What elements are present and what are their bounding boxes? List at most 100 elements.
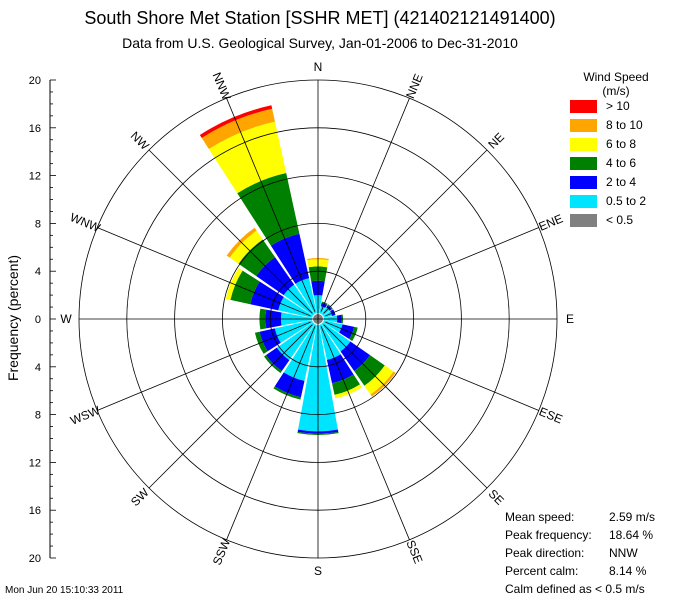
legend-swatch [570, 119, 597, 132]
direction-label-sse: SSE [403, 538, 425, 566]
petal-segment [326, 354, 354, 384]
radial-tick-label: 0 [35, 314, 41, 326]
direction-label-w: W [60, 312, 72, 326]
direction-label-ssw: SSW [210, 536, 234, 567]
direction-label-nne: NNE [403, 72, 426, 101]
legend-label: 4 to 6 [606, 156, 637, 170]
direction-label-sw: SW [128, 485, 152, 509]
legend-swatch [570, 157, 597, 170]
petal-segment [332, 374, 360, 395]
petal-segment [230, 270, 260, 305]
stat-value: 8.14 % [609, 564, 647, 578]
radial-tick-label: 8 [35, 410, 41, 422]
legend-label: 6 to 8 [606, 137, 637, 151]
legend-item: > 10 [566, 98, 666, 117]
petal-segment [283, 324, 317, 381]
legend-units: (m/s) [602, 84, 630, 98]
petal-segment [208, 121, 287, 194]
direction-label-ese: ESE [537, 404, 565, 426]
legend-item: 2 to 4 [566, 174, 666, 193]
spokes-group [79, 80, 557, 558]
legend-item: 6 to 8 [566, 136, 666, 155]
radial-tick-label: 4 [35, 362, 41, 374]
legend-swatch [570, 176, 597, 189]
direction-label-ne: NE [485, 130, 507, 152]
spoke [148, 324, 313, 489]
stat-label: Peak frequency: [505, 528, 592, 542]
radial-tick-label: 12 [29, 457, 41, 469]
spoke [97, 321, 311, 411]
legend-swatch [570, 195, 597, 208]
radial-tick-label: 20 [29, 553, 41, 565]
radial-tick-label: 12 [29, 171, 41, 183]
petal-segment [250, 281, 284, 311]
direction-label-se: SE [486, 487, 507, 508]
legend-items: > 10 8 to 10 6 to 8 4 to 6 2 to 4 0.5 to 2 < 0… [566, 98, 666, 231]
legend-label: 2 to 4 [606, 175, 637, 189]
stat-calm-definition: Calm defined as < 0.5 m/s [505, 582, 675, 600]
legend-label: 8 to 10 [606, 118, 643, 132]
spoke [97, 227, 311, 317]
stat-mean-speed: Mean speed: 2.59 m/s [505, 510, 675, 528]
legend-label: 0.5 to 2 [606, 194, 647, 208]
stat-peak-direction: Peak direction: NNW [505, 546, 675, 564]
spoke [320, 326, 410, 540]
spoke [323, 149, 488, 314]
legend-label: < 0.5 [606, 213, 634, 227]
legend-swatch [570, 100, 597, 113]
petal-sse [319, 324, 362, 399]
direction-label-e: E [566, 312, 574, 326]
petal-segment [199, 105, 273, 138]
stat-peak-frequency: Peak frequency: 18.64 % [505, 528, 675, 546]
petal-segment [339, 324, 355, 340]
spoke [323, 324, 488, 489]
calm-definition: Calm defined as < 0.5 m/s [505, 582, 645, 596]
petal-segment [274, 372, 305, 398]
radial-tick-label: 8 [35, 218, 41, 230]
legend-item: 8 to 10 [566, 117, 666, 136]
stat-percent-calm: Percent calm: 8.14 % [505, 564, 675, 582]
spoke [148, 149, 313, 314]
radial-tick-label: 16 [29, 123, 41, 135]
stat-value: NNW [609, 546, 638, 560]
petal-segment [297, 431, 339, 435]
timestamp: Mon Jun 20 15:10:33 2011 [5, 585, 124, 596]
radial-tick-label: 4 [35, 266, 41, 278]
spoke [320, 98, 410, 312]
legend-label: > 10 [606, 99, 630, 113]
stat-label: Percent calm: [505, 564, 579, 578]
radial-axis: 20 16 12 8 4 0 4 8 12 16 20 [29, 75, 56, 565]
stat-value: 2.59 m/s [609, 510, 656, 524]
direction-label-ene: ENE [537, 211, 565, 233]
petal-segment [295, 278, 317, 314]
legend-item: 0.5 to 2 [566, 193, 666, 212]
legend-title: Wind Speed [583, 70, 649, 84]
petal-segment [259, 328, 281, 352]
radial-tick-label: 20 [29, 75, 41, 87]
chart-title: South Shore Met Station [SSHR MET] (4214… [84, 8, 556, 28]
petal-segment [274, 320, 313, 343]
legend-item: 4 to 6 [566, 155, 666, 174]
petal-segment [278, 297, 313, 318]
spoke [226, 98, 316, 312]
direction-label-n: N [314, 60, 323, 74]
radial-tick-label: 16 [29, 505, 41, 517]
direction-label-wnw: WNW [68, 210, 103, 235]
petal-segment [319, 306, 326, 314]
spoke [325, 321, 539, 411]
chart-subtitle: Data from U.S. Geological Survey, Jan-01… [122, 35, 518, 51]
spoke [226, 326, 316, 540]
direction-label-nnw: NNW [210, 70, 234, 102]
summary-stats: Mean speed: 2.59 m/s Peak frequency: 18.… [505, 510, 675, 600]
direction-label-s: S [314, 564, 322, 578]
spoke [325, 227, 539, 317]
stat-label: Mean speed: [505, 510, 575, 524]
petal-segment [370, 371, 396, 397]
legend-item: < 0.5 [566, 212, 666, 231]
petal-segment [319, 324, 341, 360]
direction-label-nw: NW [128, 129, 153, 154]
petal-segment [270, 233, 310, 284]
petal-segment [201, 108, 275, 150]
legend: Wind Speed (m/s) > 10 8 to 10 6 to 8 4 to 6… [566, 70, 666, 231]
